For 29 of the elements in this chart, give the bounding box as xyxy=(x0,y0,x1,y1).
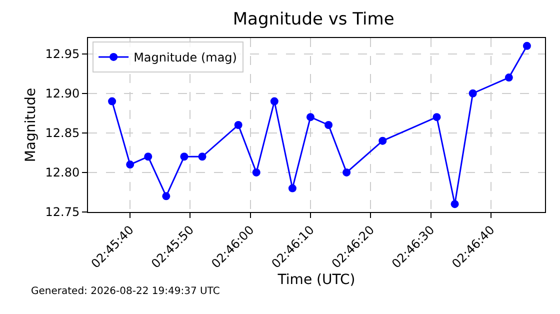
y-tick-label: 12.95 xyxy=(45,47,80,62)
point xyxy=(450,200,459,208)
y-tick-label: 12.80 xyxy=(45,166,80,180)
point xyxy=(468,89,477,98)
y-tick-label: 12.90 xyxy=(45,86,80,101)
chart-title: Magnitude vs Time xyxy=(232,9,394,30)
x-axis-title: Time (UTC) xyxy=(276,272,356,288)
point xyxy=(324,121,333,129)
point xyxy=(144,152,152,161)
y-tick-label: 12.75 xyxy=(45,205,80,220)
point xyxy=(234,121,242,129)
y-tick-label: 12.85 xyxy=(45,126,80,140)
point xyxy=(126,160,134,169)
point xyxy=(252,168,260,176)
point xyxy=(288,184,296,192)
point xyxy=(378,136,387,145)
point xyxy=(342,168,351,176)
point xyxy=(270,97,278,106)
point xyxy=(306,113,314,122)
point xyxy=(162,192,170,200)
y-axis-title: Magnitude xyxy=(22,88,39,162)
point xyxy=(198,152,206,161)
text: Generated: 2026-08-22 19:49:37 UTC xyxy=(31,286,220,297)
point xyxy=(432,113,441,122)
legend-label: Magnitude (mag) xyxy=(134,50,237,65)
point xyxy=(504,74,513,82)
point xyxy=(108,97,116,106)
point xyxy=(180,152,188,161)
point xyxy=(522,42,531,50)
